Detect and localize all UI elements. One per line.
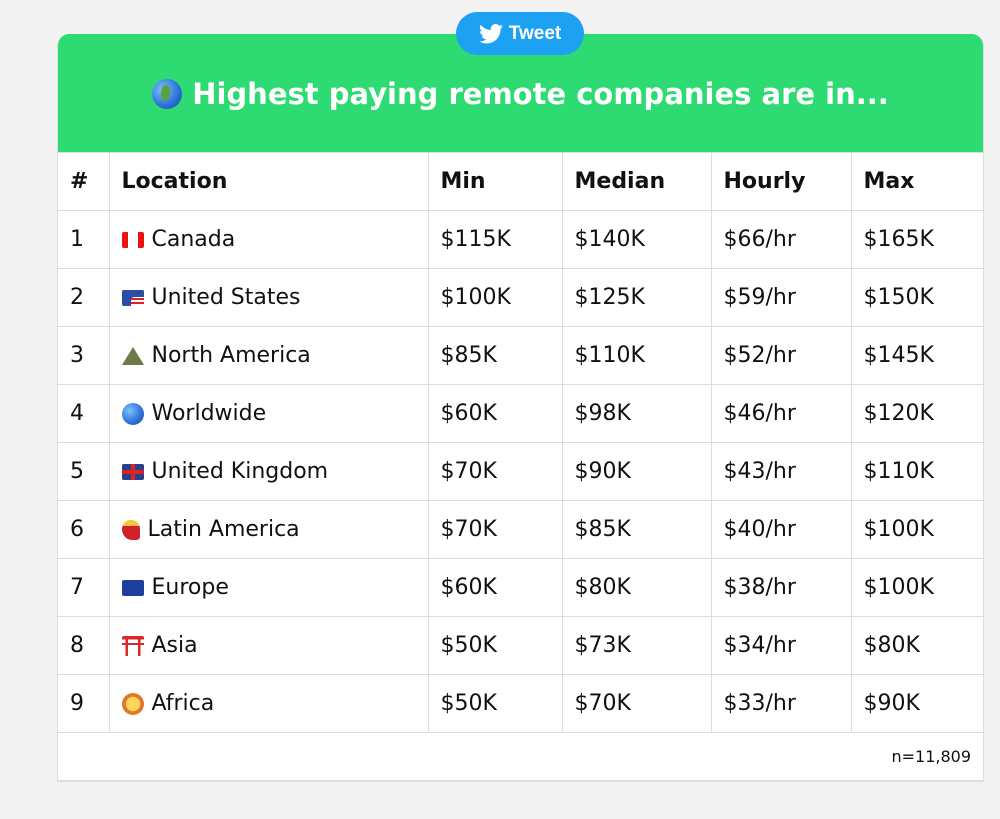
min: $115K	[427, 210, 563, 269]
salary-table: # Location Min Median Hourly Max 1 Canada…	[58, 152, 983, 781]
header-row: # Location Min Median Hourly Max	[58, 152, 983, 211]
max: $80K	[850, 616, 983, 675]
location: Asia	[151, 633, 198, 658]
median: $70K	[561, 674, 712, 733]
hourly: $46/hr	[710, 384, 852, 443]
hourly: $40/hr	[710, 500, 852, 559]
location-cell: North America	[108, 326, 429, 385]
rank: 5	[58, 442, 110, 501]
min: $50K	[427, 616, 563, 675]
rank: 2	[58, 268, 110, 327]
header-max: Max	[850, 152, 983, 211]
globe-americas-icon	[152, 79, 183, 109]
location-cell: Europe	[108, 558, 429, 617]
rank: 9	[58, 674, 110, 733]
max: $100K	[850, 558, 983, 617]
location: Europe	[151, 575, 229, 600]
hourly: $59/hr	[710, 268, 852, 327]
min: $70K	[427, 442, 563, 501]
hourly: $34/hr	[710, 616, 852, 675]
median: $140K	[561, 210, 712, 269]
header-min: Min	[427, 152, 563, 211]
max: $150K	[850, 268, 983, 327]
median: $98K	[561, 384, 712, 443]
uk-flag-icon	[121, 463, 144, 480]
location-cell: Latin America	[108, 500, 429, 559]
twitter-bird-icon	[478, 23, 503, 43]
hourly: $66/hr	[710, 210, 852, 269]
tweet-button[interactable]: Tweet	[456, 12, 584, 55]
lion-icon	[121, 692, 144, 715]
location-cell: United Kingdom	[108, 442, 429, 501]
header-location: Location	[108, 152, 429, 211]
location-cell: Africa	[108, 674, 429, 733]
hourly: $38/hr	[710, 558, 852, 617]
min: $60K	[427, 384, 563, 443]
eu-flag-icon	[121, 579, 144, 596]
max: $110K	[850, 442, 983, 501]
table-row: 9 Africa $50K $70K $33/hr $90K	[58, 674, 983, 733]
rank: 7	[58, 558, 110, 617]
median: $73K	[561, 616, 712, 675]
location: North America	[151, 343, 311, 368]
header-hourly: Hourly	[710, 152, 852, 211]
rank: 3	[58, 326, 110, 385]
min: $85K	[427, 326, 563, 385]
table-row: 4 Worldwide $60K $98K $46/hr $120K	[58, 384, 983, 443]
location: Canada	[151, 227, 236, 252]
banner-title: Highest paying remote companies are in..…	[192, 77, 889, 111]
median: $80K	[561, 558, 712, 617]
median: $85K	[561, 500, 712, 559]
min: $50K	[427, 674, 563, 733]
table-row: 8 Asia $50K $73K $34/hr $80K	[58, 616, 983, 675]
median: $90K	[561, 442, 712, 501]
location-cell: Worldwide	[108, 384, 429, 443]
table-row: 1 Canada $115K $140K $66/hr $165K	[58, 210, 983, 269]
hourly: $43/hr	[710, 442, 852, 501]
hourly: $52/hr	[710, 326, 852, 385]
table-row: 7 Europe $60K $80K $38/hr $100K	[58, 558, 983, 617]
hourly: $33/hr	[710, 674, 852, 733]
mountain-icon	[121, 346, 144, 365]
canada-flag-icon	[121, 231, 144, 248]
sample-size: n=11,809	[58, 732, 983, 781]
max: $145K	[850, 326, 983, 385]
rank: 6	[58, 500, 110, 559]
location: Africa	[151, 691, 215, 716]
location-cell: Asia	[108, 616, 429, 675]
location-cell: Canada	[108, 210, 429, 269]
header-rank: #	[58, 152, 110, 211]
max: $90K	[850, 674, 983, 733]
dancer-icon	[121, 519, 140, 540]
rank: 1	[58, 210, 110, 269]
salary-card: Highest paying remote companies are in..…	[57, 34, 984, 782]
header-median: Median	[561, 152, 712, 211]
table-row: 2 United States $100K $125K $59/hr $150K	[58, 268, 983, 327]
torii-gate-icon	[121, 635, 144, 656]
median: $110K	[561, 326, 712, 385]
us-flag-icon	[121, 289, 144, 306]
globe-icon	[121, 402, 144, 425]
tweet-label: Tweet	[508, 22, 562, 44]
min: $60K	[427, 558, 563, 617]
min: $100K	[427, 268, 563, 327]
location: United States	[151, 285, 301, 310]
median: $125K	[561, 268, 712, 327]
location: Latin America	[147, 517, 300, 542]
location: United Kingdom	[151, 459, 329, 484]
rank: 4	[58, 384, 110, 443]
table-row: 3 North America $85K $110K $52/hr $145K	[58, 326, 983, 385]
table-row: 6 Latin America $70K $85K $40/hr $100K	[58, 500, 983, 559]
footer-row: n=11,809	[58, 732, 983, 781]
table-row: 5 United Kingdom $70K $90K $43/hr $110K	[58, 442, 983, 501]
min: $70K	[427, 500, 563, 559]
max: $100K	[850, 500, 983, 559]
max: $120K	[850, 384, 983, 443]
max: $165K	[850, 210, 983, 269]
location-cell: United States	[108, 268, 429, 327]
location: Worldwide	[151, 401, 267, 426]
rank: 8	[58, 616, 110, 675]
